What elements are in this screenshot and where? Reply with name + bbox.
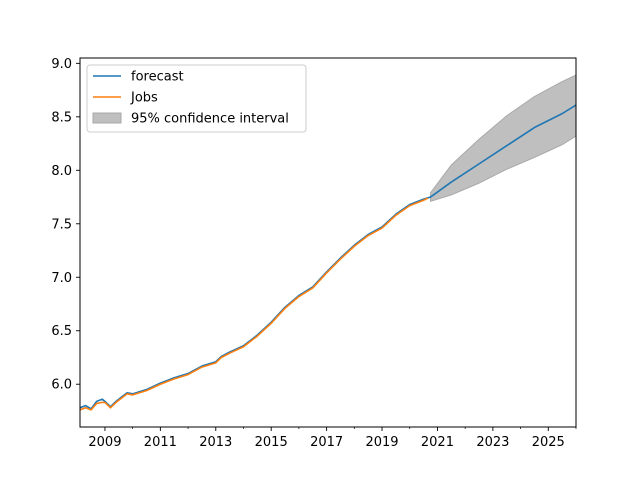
y-tick-label: 8.0 xyxy=(51,164,72,179)
x-tick-label: 2021 xyxy=(421,435,454,450)
axes: 2009 2011 2013 2015 2017 2019 2021 2023 2025 6.0 6… xyxy=(51,57,577,450)
legend-label: forecast xyxy=(131,70,184,85)
x-tick-label: 2025 xyxy=(532,435,565,450)
legend: forecast Jobs 95% confidence interval xyxy=(86,64,307,133)
x-tick-label: 2019 xyxy=(365,435,398,450)
x-tick-label: 2011 xyxy=(144,435,177,450)
legend-label: 95% confidence interval xyxy=(131,112,289,127)
plot-series xyxy=(80,74,576,411)
x-tick-label: 2013 xyxy=(199,435,232,450)
x-tick-label: 2023 xyxy=(476,435,509,450)
y-tick-label: 8.5 xyxy=(51,110,72,125)
y-tick-label: 6.5 xyxy=(51,324,72,339)
x-tick-label: 2017 xyxy=(310,435,343,450)
legend-label: Jobs xyxy=(130,91,158,106)
y-tick-label: 7.5 xyxy=(51,217,72,232)
plot-area xyxy=(80,74,576,411)
axes-frame xyxy=(79,57,577,428)
y-tick-label: 9.0 xyxy=(51,57,72,72)
y-tick-label: 6.0 xyxy=(51,378,72,393)
legend-swatch xyxy=(92,112,122,124)
x-tick-label: 2009 xyxy=(88,435,121,450)
series-line-jobs xyxy=(80,197,429,411)
y-tick-label: 7.0 xyxy=(51,271,72,286)
confidence-band xyxy=(430,74,576,202)
legend-box xyxy=(86,64,307,133)
x-tick-label: 2015 xyxy=(255,435,288,450)
